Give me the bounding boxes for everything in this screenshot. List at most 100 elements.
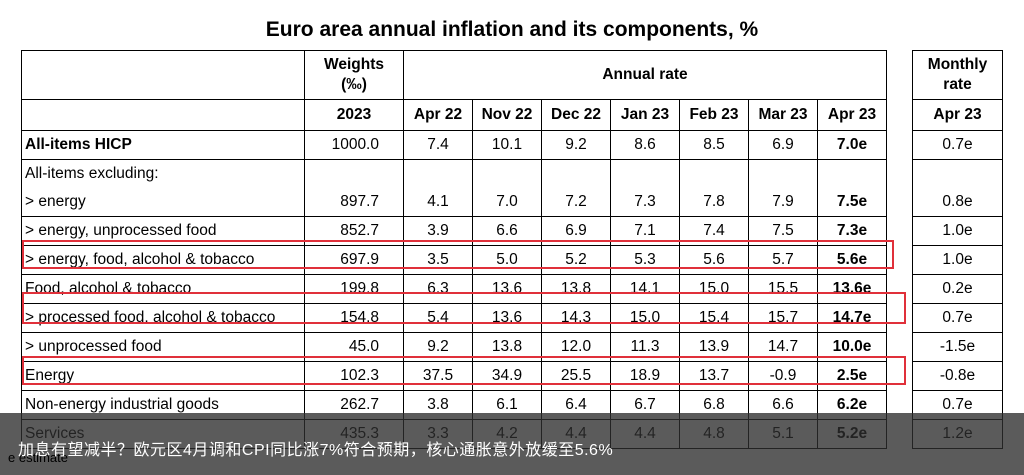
monthly-row: 1.0e xyxy=(912,216,1003,246)
month-header: Apr 22 xyxy=(403,99,473,131)
annual-rate-cell: 34.9 xyxy=(472,361,542,391)
table-row: > unprocessed food 45.0 9.2 13.8 12.0 11.3 13.… xyxy=(21,332,887,362)
footnote: e estimate xyxy=(8,450,68,465)
annual-rate-cell: 3.9 xyxy=(403,216,473,246)
row-label: > energy, food, alcohol & tobacco xyxy=(21,245,305,275)
monthly-rate-header: Monthly rate xyxy=(912,50,1003,100)
annual-rate-cell: 9.2 xyxy=(403,332,473,362)
row-label: > processed food, alcohol & tobacco xyxy=(21,303,305,333)
row-label: Energy xyxy=(21,361,305,391)
inflation-table: Weights (‰) Annual rate 2023 Apr 22 Nov 2… xyxy=(21,50,887,449)
monthly-rate-cell: 0.8e xyxy=(912,188,1003,217)
month-header: Feb 23 xyxy=(679,99,749,131)
annual-rate-cell: 13.6e xyxy=(817,274,887,304)
weights-year: 2023 xyxy=(304,99,404,131)
annual-rate-cell: 10.0e xyxy=(817,332,887,362)
row-label: All-items excluding: xyxy=(21,159,305,188)
header-blank xyxy=(21,50,305,100)
annual-rate-cell: 15.0 xyxy=(679,274,749,304)
annual-rate-cell: 5.6e xyxy=(817,245,887,275)
annual-rate-cell: -0.9 xyxy=(748,361,818,391)
annual-rate-cell: 8.6 xyxy=(610,130,680,160)
month-header: Mar 23 xyxy=(748,99,818,131)
annual-rate-cell: 5.7 xyxy=(748,245,818,275)
month-header: Dec 22 xyxy=(541,99,611,131)
annual-rate-cell: 2.5e xyxy=(817,361,887,391)
annual-rate-cell: 7.3e xyxy=(817,216,887,246)
weight-cell: 102.3 xyxy=(304,361,404,391)
annual-rate-cell: 14.7e xyxy=(817,303,887,333)
annual-rate-cell: 7.5e xyxy=(817,188,887,217)
annual-rate-cell: 13.7 xyxy=(679,361,749,391)
annual-rate-cell: 13.9 xyxy=(679,332,749,362)
monthly-rate-table: Monthly rate Apr 23 0.7e 0.8e 1.0e 1.0e 0.2e 0… xyxy=(912,50,1003,449)
row-label: All-items HICP xyxy=(21,130,305,160)
table-row: Food, alcohol & tobacco 199.8 6.3 13.6 13.8 1… xyxy=(21,274,887,304)
annual-rate-header: Annual rate xyxy=(403,50,887,100)
annual-rate-cell: 7.0e xyxy=(817,130,887,160)
table-row: > processed food, alcohol & tobacco 154.8… xyxy=(21,303,887,333)
weight-cell xyxy=(304,159,404,188)
annual-rate-cell: 13.6 xyxy=(472,274,542,304)
annual-rate-cell: 6.9 xyxy=(748,130,818,160)
annual-rate-cell: 15.7 xyxy=(748,303,818,333)
annual-rate-cell: 6.3 xyxy=(403,274,473,304)
monthly-row: 1.0e xyxy=(912,245,1003,275)
weight-cell: 199.8 xyxy=(304,274,404,304)
annual-rate-cell xyxy=(610,159,680,188)
table-row: > energy, food, alcohol & tobacco 697.9 3.… xyxy=(21,245,887,275)
annual-rate-cell: 12.0 xyxy=(541,332,611,362)
annual-rate-cell: 3.5 xyxy=(403,245,473,275)
table-row: Energy 102.3 37.5 34.9 25.5 18.9 13.7 -0.9 2.5e xyxy=(21,361,887,391)
table-row: > energy 897.7 4.1 7.0 7.2 7.3 7.8 7.9 7.5e xyxy=(21,188,887,217)
annual-rate-cell: 8.5 xyxy=(679,130,749,160)
annual-rate-cell xyxy=(541,159,611,188)
monthly-rate-cell: 1.0e xyxy=(912,245,1003,275)
annual-rate-cell: 13.8 xyxy=(472,332,542,362)
monthly-rate-cell: -1.5e xyxy=(912,332,1003,362)
row-label: > energy xyxy=(21,188,305,217)
monthly-row: 0.7e xyxy=(912,303,1003,333)
monthly-rate-cell: 0.7e xyxy=(912,303,1003,333)
weight-cell: 154.8 xyxy=(304,303,404,333)
annual-rate-cell: 5.2 xyxy=(541,245,611,275)
annual-rate-cell xyxy=(403,159,473,188)
month-header: Apr 23 xyxy=(817,99,887,131)
annual-rate-cell: 4.1 xyxy=(403,188,473,217)
weight-cell: 897.7 xyxy=(304,188,404,217)
annual-rate-cell: 9.2 xyxy=(541,130,611,160)
annual-rate-cell: 5.4 xyxy=(403,303,473,333)
monthly-row: 0.2e xyxy=(912,274,1003,304)
monthly-row: -0.8e xyxy=(912,361,1003,391)
annual-rate-cell xyxy=(748,159,818,188)
annual-rate-cell xyxy=(472,159,542,188)
annual-rate-cell: 15.5 xyxy=(748,274,818,304)
annual-rate-cell: 5.3 xyxy=(610,245,680,275)
annual-rate-cell: 14.7 xyxy=(748,332,818,362)
annual-rate-cell: 15.4 xyxy=(679,303,749,333)
row-label: > unprocessed food xyxy=(21,332,305,362)
annual-rate-cell: 13.8 xyxy=(541,274,611,304)
monthly-rate-cell xyxy=(912,159,1003,188)
annual-rate-cell: 7.5 xyxy=(748,216,818,246)
annual-rate-cell: 6.6 xyxy=(472,216,542,246)
annual-rate-cell: 5.6 xyxy=(679,245,749,275)
monthly-row: 0.7e xyxy=(912,130,1003,160)
annual-rate-cell: 13.6 xyxy=(472,303,542,333)
monthly-rate-cell: 0.7e xyxy=(912,130,1003,160)
table-title: Euro area annual inflation and its compo… xyxy=(265,18,759,41)
annual-rate-cell: 7.8 xyxy=(679,188,749,217)
annual-rate-cell: 7.3 xyxy=(610,188,680,217)
annual-rate-cell: 7.1 xyxy=(610,216,680,246)
weights-header: Weights (‰) xyxy=(304,50,404,100)
annual-rate-cell: 7.4 xyxy=(403,130,473,160)
annual-rate-cell xyxy=(817,159,887,188)
annual-rate-cell: 14.3 xyxy=(541,303,611,333)
annual-rate-cell: 18.9 xyxy=(610,361,680,391)
header-blank-2 xyxy=(21,99,305,131)
annual-rate-cell: 15.0 xyxy=(610,303,680,333)
annual-rate-cell: 7.2 xyxy=(541,188,611,217)
row-label: Food, alcohol & tobacco xyxy=(21,274,305,304)
annual-rate-cell: 6.9 xyxy=(541,216,611,246)
annual-rate-cell: 7.4 xyxy=(679,216,749,246)
